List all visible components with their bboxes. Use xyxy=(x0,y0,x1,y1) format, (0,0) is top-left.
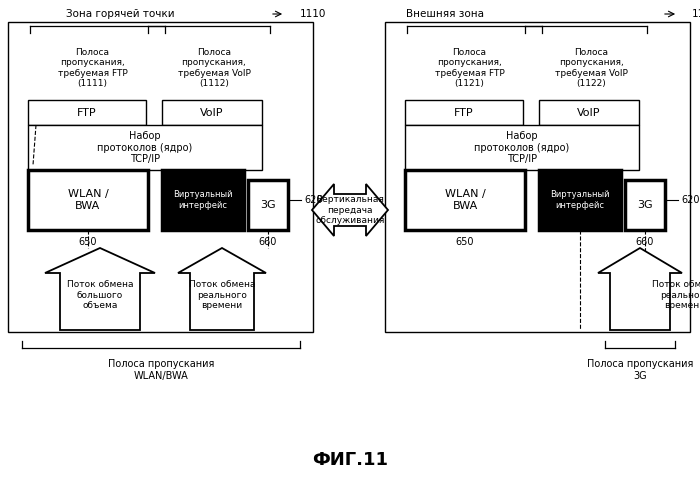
Text: VoIP: VoIP xyxy=(578,107,601,118)
Text: Набор
протоколов (ядро)
TCP/IP: Набор протоколов (ядро) TCP/IP xyxy=(475,131,570,164)
Text: 3G: 3G xyxy=(260,200,276,210)
Text: Полоса
пропускания,
требуемая FTP
(1111): Полоса пропускания, требуемая FTP (1111) xyxy=(57,48,127,88)
Bar xyxy=(162,100,262,125)
Text: 1120: 1120 xyxy=(692,9,700,19)
Text: Полоса пропускания
WLAN/BWA: Полоса пропускания WLAN/BWA xyxy=(108,359,214,381)
Text: Внешняя зона: Внешняя зона xyxy=(406,9,484,19)
Text: 660: 660 xyxy=(259,237,277,247)
Text: FTP: FTP xyxy=(454,107,474,118)
Text: Зона горячей точки: Зона горячей точки xyxy=(66,9,174,19)
Text: Полоса пропускания
3G: Полоса пропускания 3G xyxy=(587,359,693,381)
Bar xyxy=(405,170,525,230)
Text: Набор
протоколов (ядро)
TCP/IP: Набор протоколов (ядро) TCP/IP xyxy=(97,131,192,164)
Text: 620: 620 xyxy=(304,195,323,205)
Text: WLAN /
BWA: WLAN / BWA xyxy=(68,189,108,211)
Bar xyxy=(28,170,148,230)
Text: 660: 660 xyxy=(636,237,654,247)
Text: FTP: FTP xyxy=(77,107,97,118)
Bar xyxy=(405,125,639,170)
Text: 650: 650 xyxy=(456,237,475,247)
Text: Поток обмена
реального
времени: Поток обмена реального времени xyxy=(189,280,256,310)
Bar xyxy=(28,125,262,170)
Text: Полоса
пропускания,
требуемая FTP
(1121): Полоса пропускания, требуемая FTP (1121) xyxy=(435,48,505,88)
Text: WLAN /
BWA: WLAN / BWA xyxy=(444,189,485,211)
Polygon shape xyxy=(178,248,266,330)
Text: Виртуальный
интерфейс: Виртуальный интерфейс xyxy=(550,191,610,209)
Text: 1110: 1110 xyxy=(300,9,326,19)
Bar xyxy=(625,180,665,230)
Text: Полоса
пропускания,
требуемая VoIP
(1112): Полоса пропускания, требуемая VoIP (1112… xyxy=(178,48,251,88)
Text: ФИГ.11: ФИГ.11 xyxy=(312,451,388,469)
Bar xyxy=(539,170,621,230)
Bar xyxy=(8,22,313,332)
Text: Вертикальная
передача
обслуживания: Вертикальная передача обслуживания xyxy=(315,195,385,225)
Text: VoIP: VoIP xyxy=(200,107,224,118)
Text: Поток обмена
реального
времени: Поток обмена реального времени xyxy=(652,280,700,310)
Bar xyxy=(405,100,523,125)
Bar xyxy=(539,100,639,125)
Polygon shape xyxy=(45,248,155,330)
Bar xyxy=(28,100,146,125)
Bar xyxy=(162,170,244,230)
Bar xyxy=(385,22,690,332)
Bar xyxy=(248,180,288,230)
Text: 3G: 3G xyxy=(637,200,653,210)
Text: Полоса
пропускания,
требуемая VoIP
(1122): Полоса пропускания, требуемая VoIP (1122… xyxy=(554,48,627,88)
Text: Виртуальный
интерфейс: Виртуальный интерфейс xyxy=(174,191,232,209)
Text: 650: 650 xyxy=(78,237,97,247)
Polygon shape xyxy=(598,248,682,330)
Text: Поток обмена
большого
объема: Поток обмена большого объема xyxy=(66,280,133,310)
Text: 620: 620 xyxy=(681,195,699,205)
Polygon shape xyxy=(312,184,388,236)
